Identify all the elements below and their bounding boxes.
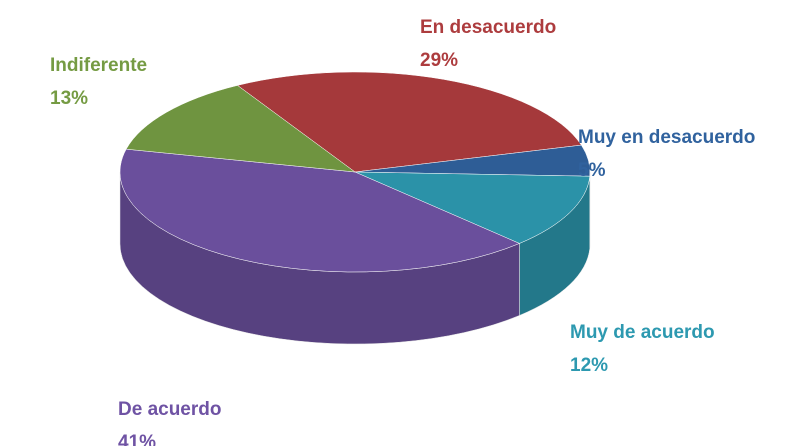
slice-label: En desacuerdo — [420, 17, 556, 38]
slice — [354, 171, 591, 244]
slice-label: Muy en desacuerdo — [578, 127, 755, 148]
slice-label: De acuerdo — [118, 399, 221, 420]
slice-value-label: 29% — [420, 50, 458, 71]
slice-value-label: 12% — [570, 355, 608, 376]
slice — [119, 148, 521, 273]
slice-value-label: 13% — [50, 88, 88, 109]
slice — [125, 85, 356, 173]
slice-label: Indiferente — [50, 55, 147, 76]
slice — [236, 71, 582, 173]
slice-value-label: 5% — [578, 160, 606, 181]
slice-value-label: 41% — [118, 432, 156, 446]
slice-label: Muy de acuerdo — [570, 322, 715, 343]
